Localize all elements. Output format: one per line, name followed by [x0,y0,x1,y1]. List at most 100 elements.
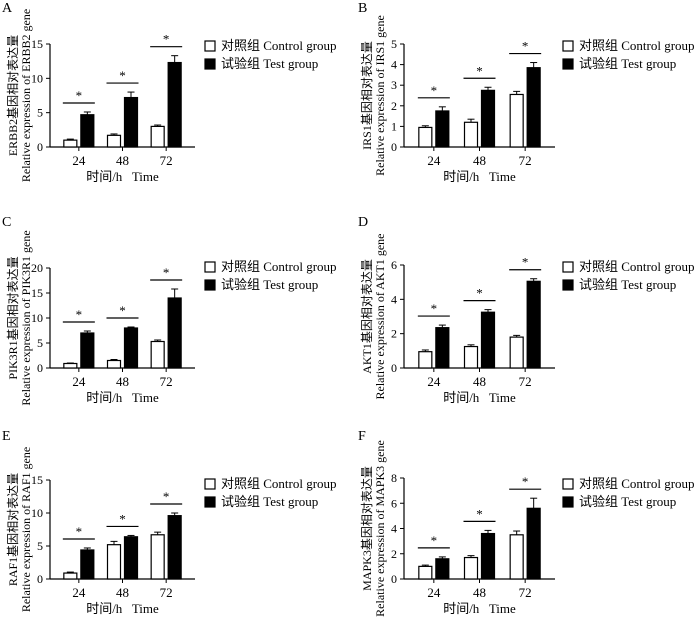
bar-test [80,332,95,369]
x-axis-title: 时间/h Time [443,390,516,405]
bar-test [435,558,450,580]
x-tick-label: 48 [116,585,129,600]
x-tick-label: 24 [427,374,441,389]
significance-star: * [119,68,126,83]
y-tick-label: 2 [391,327,397,341]
panel-label: C [2,215,11,230]
bar-control [418,351,433,369]
bar-test [526,67,541,148]
x-axis-title: 时间/h Time [86,390,159,405]
y-axis-title-cn: PIK3R1基因相对表达量 [6,256,20,379]
bar-test [480,311,496,369]
legend-label-test: 试验组 Test group [579,56,676,71]
bar-test [435,327,450,369]
panel-label: F [358,429,366,444]
significance-star: * [76,524,83,539]
legend-label-control: 对照组 Control group [579,38,695,53]
legend-label-test: 试验组 Test group [221,494,318,509]
bar-test [167,297,182,369]
legend-label-control: 对照组 Control group [221,38,337,53]
bar-test [526,280,541,369]
x-axis-title: 时间/h Time [443,169,516,184]
bar-test [167,515,182,580]
legend-swatch-control [204,40,216,52]
legend-label-control: 对照组 Control group [579,259,695,274]
bar-control [463,121,479,148]
bar-control [106,544,122,580]
bar-control [418,126,433,148]
significance-star: * [476,286,483,301]
x-tick-label: 48 [116,374,129,389]
y-tick-label: 4 [391,292,397,306]
y-tick-label: 0 [391,361,397,375]
significance-star: * [431,83,438,98]
y-tick-label: 4 [391,58,397,72]
legend: 对照组 Control group 试验组 Test group [562,259,695,292]
y-tick-label: 10 [31,506,43,520]
bar-control [63,139,78,148]
bar-test [480,89,496,148]
y-axis-title-en: Relative expression of RAF1 gene [19,447,33,612]
y-tick-label: 15 [31,37,43,51]
x-tick-label: 24 [72,374,86,389]
y-tick-label: 8 [391,471,397,485]
y-tick-label: 15 [31,286,43,300]
significance-star: * [163,32,170,47]
legend-label-test: 试验组 Test group [579,277,676,292]
significance-star: * [163,489,170,504]
legend-swatch-test [204,496,216,508]
bar-test [480,532,496,580]
legend: 对照组 Control group 试验组 Test group [204,38,337,71]
legend: 对照组 Control group 试验组 Test group [562,38,695,71]
bar-control [509,336,524,369]
significance-star: * [431,301,438,316]
panel-c: C 0 5 10 15 20 PIK3R1基因相对表达量 Relative expressio… [2,215,337,406]
bar-test [80,114,95,148]
bar-control [150,340,165,369]
legend-swatch-control [562,478,574,490]
bar-test [80,549,95,580]
y-tick-label: 5 [37,336,43,350]
bar-test [435,110,450,148]
y-tick-label: 3 [391,78,397,92]
bar-control [463,345,479,369]
bar-control [463,556,479,580]
bar-control [106,359,122,369]
x-tick-label: 48 [473,374,486,389]
significance-star: * [431,533,438,548]
legend-swatch-test [562,496,574,508]
x-tick-label: 72 [160,153,173,168]
legend-label-test: 试验组 Test group [579,494,676,509]
y-tick-label: 1 [391,119,397,133]
x-tick-label: 24 [72,153,86,168]
legend-label-test: 试验组 Test group [221,56,318,71]
significance-star: * [119,511,126,526]
y-axis-title-en: Relative expression of AKT1 gene [373,234,387,400]
legend-swatch-test [204,279,216,291]
y-tick-label: 0 [391,140,397,154]
y-tick-label: 0 [391,572,397,586]
legend-label-test: 试验组 Test group [221,277,318,292]
significance-star: * [522,255,529,270]
bar-control [150,125,165,148]
y-tick-label: 20 [31,261,43,275]
legend-label-control: 对照组 Control group [221,259,337,274]
y-tick-label: 0 [37,361,43,375]
significance-star: * [76,88,83,103]
y-axis-title-en: Relative expression of IRS1 gene [373,15,387,176]
y-axis-title-en: Relative expression of ERBB2 gene [19,9,33,182]
panel-label: A [2,1,13,16]
bar-test [123,96,139,148]
x-axis-title: 时间/h Time [86,169,159,184]
panel-label: E [2,429,11,444]
panel-a: A 0 5 10 15 ERBB2基因相对表达量 Relative expression o… [2,1,337,184]
y-tick-label: 10 [31,311,43,325]
bar-control [418,565,433,580]
bar-control [106,134,122,148]
panel-b: B 0 1 2 3 4 5 IRS1基因相对表达量 Relative expression of… [358,1,695,184]
bar-control [509,93,524,148]
x-tick-label: 72 [519,153,532,168]
